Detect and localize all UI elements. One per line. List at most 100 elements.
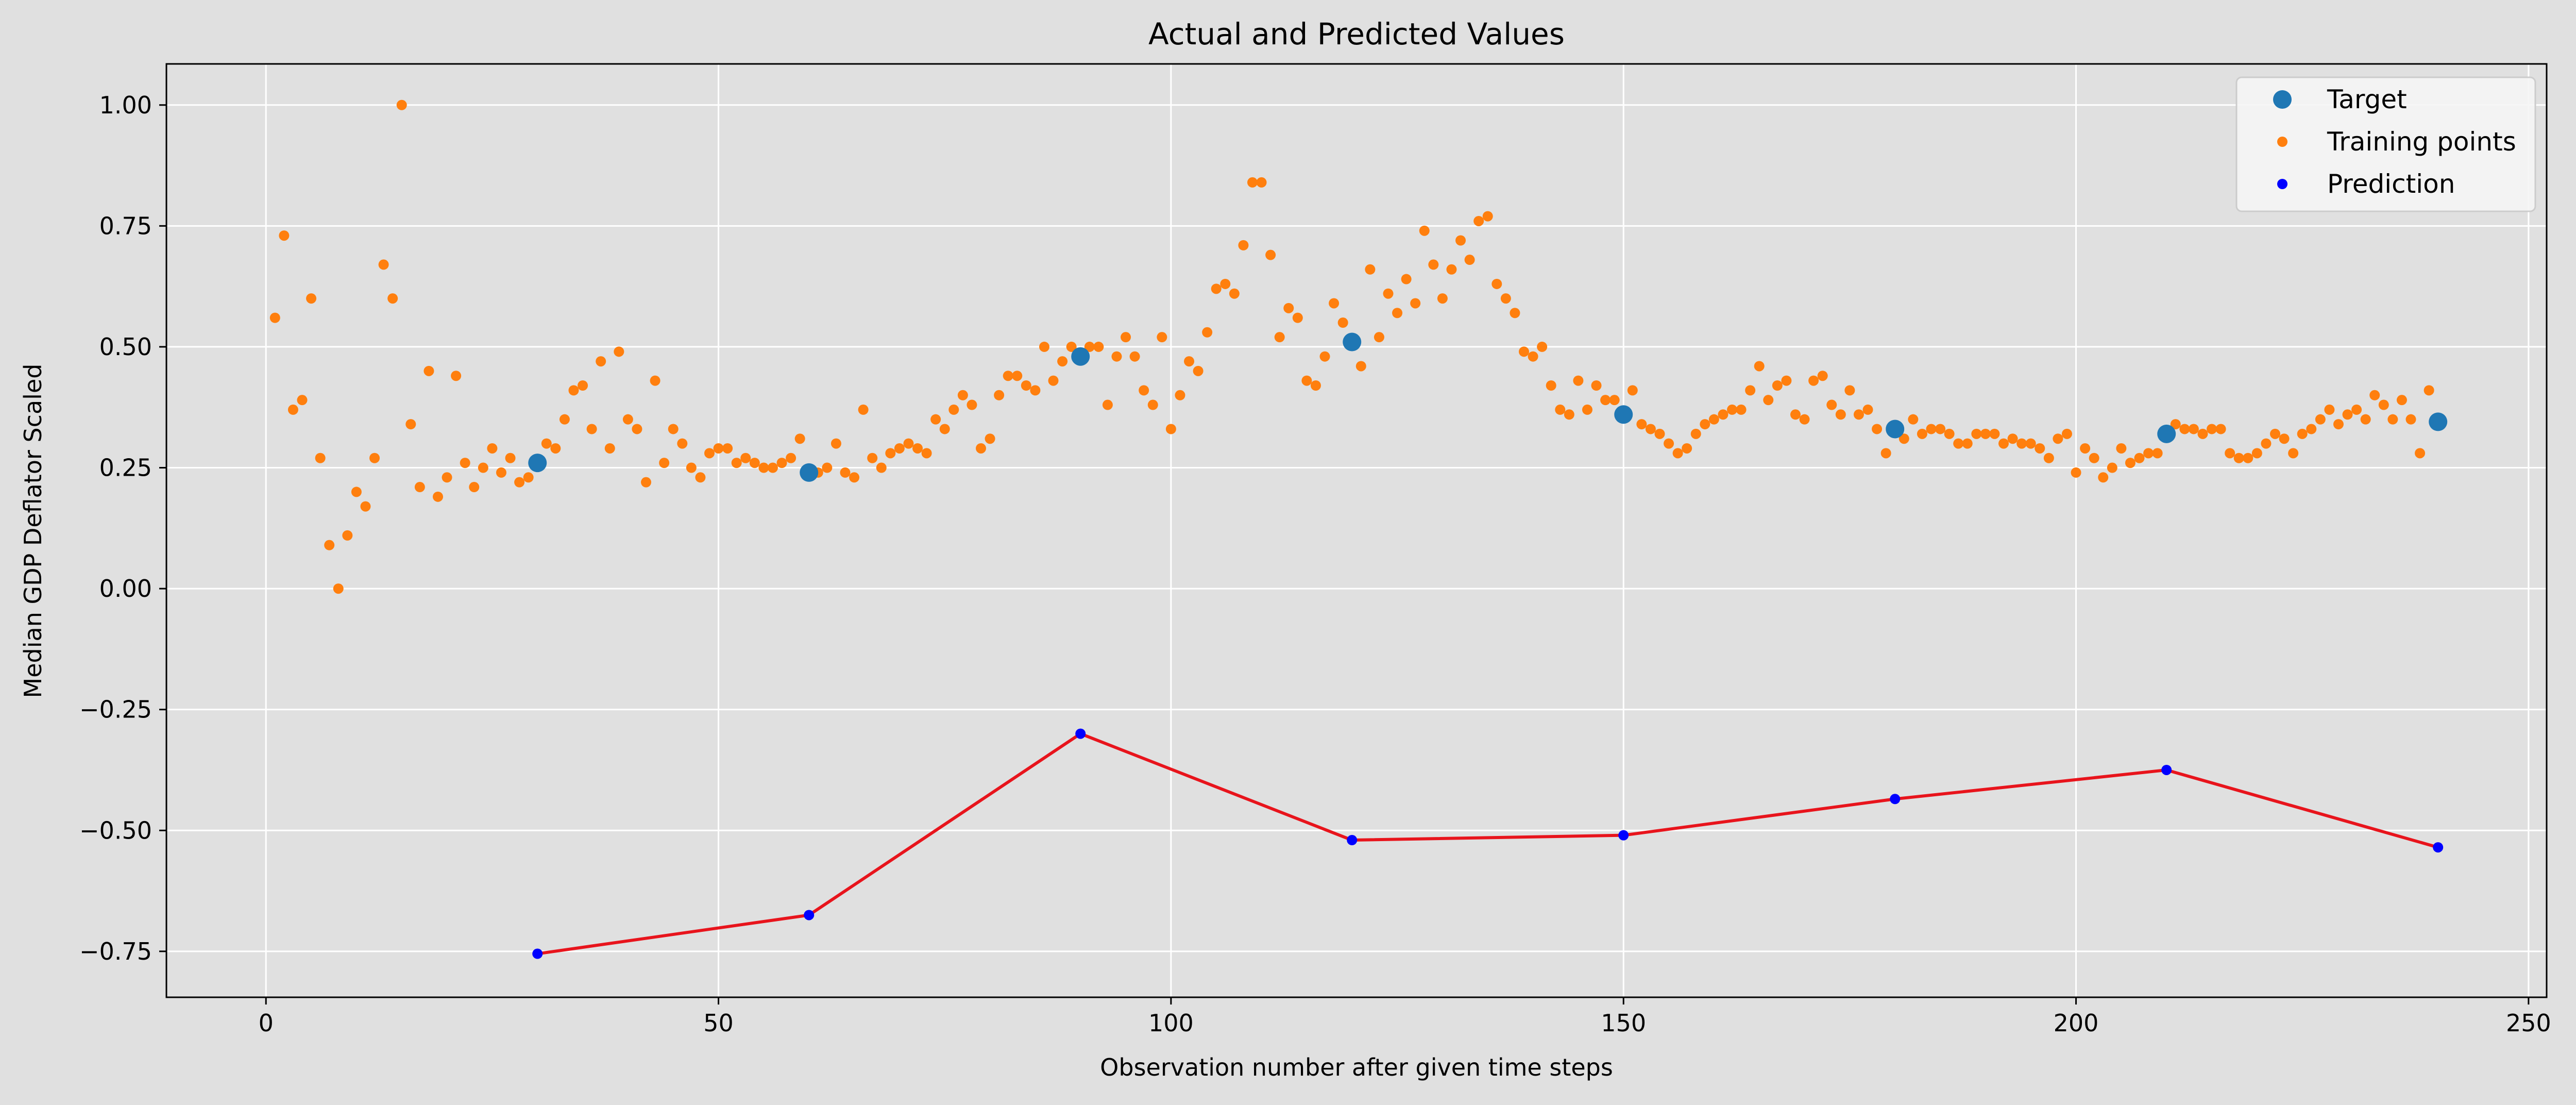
training-point [514,477,525,488]
training-point [2025,438,2036,449]
training-point [451,371,462,381]
training-point [1274,332,1285,343]
training-point [541,438,552,449]
training-point [550,443,561,454]
training-point [1636,419,1647,430]
training-point [1066,341,1077,352]
training-point [2378,399,2389,410]
training-point [1392,308,1403,319]
x-tick-label: 200 [2054,1009,2099,1037]
x-tick-label: 150 [1601,1009,1646,1037]
chart-title: Actual and Predicted Values [1148,16,1565,52]
prediction-point [1890,794,1901,805]
training-point [876,462,887,473]
training-point [686,462,697,473]
training-point [948,404,959,415]
training-point [414,482,425,493]
training-point [1121,332,1131,343]
training-point [505,453,516,463]
training-point [1464,255,1475,265]
training-point [749,458,760,468]
training-point [442,472,452,483]
training-point [432,491,443,502]
legend-training-marker [2277,137,2287,147]
y-tick-label: 1.00 [99,91,152,119]
training-point [2143,448,2154,459]
training-point [578,380,588,391]
training-point [2043,453,2054,463]
training-point [369,453,380,463]
training-point [1337,317,1348,328]
training-point [1247,177,1258,188]
training-point [1708,414,1719,425]
training-point [1383,288,1394,299]
training-point [2297,428,2308,439]
training-point [1781,375,1792,386]
training-point [1835,409,1846,420]
training-point [1627,385,1638,396]
training-point [740,453,751,463]
training-point [1980,428,1991,439]
training-point [2333,419,2344,430]
training-point [1473,215,1484,226]
y-tick-label: 0.50 [99,333,152,361]
training-point [885,448,896,459]
training-point [1962,438,1973,449]
training-point [2324,404,2335,415]
training-point [1899,433,1909,444]
x-axis-label: Observation number after given time step… [1100,1053,1613,1081]
training-point [1193,365,1204,376]
training-point [1283,303,1294,313]
training-point [1989,428,2000,439]
training-point [1102,399,1113,410]
training-point [496,467,506,478]
training-point [1718,409,1728,420]
training-point [1844,385,1855,396]
training-point [423,365,434,376]
training-point [2387,414,2398,425]
y-axis-label: Median GDP Deflator Scaled [19,364,47,698]
training-point [994,390,1005,400]
training-point [1690,428,1701,439]
target-point [528,454,547,473]
training-points-group [269,99,2434,594]
training-point [1265,249,1276,260]
training-point [1057,356,1068,367]
training-point [1202,327,1213,338]
training-point [1700,419,1710,430]
training-point [1736,404,1747,415]
training-point [614,346,624,357]
training-point [1926,424,1937,434]
training-point [2279,433,2290,444]
x-tick-label: 100 [1148,1009,1194,1037]
training-point [776,458,787,468]
training-point [1745,385,1756,396]
training-point [596,356,606,367]
training-point [378,259,389,270]
training-point [2396,395,2407,406]
training-point [1591,380,1602,391]
training-point [1355,361,1366,372]
prediction-line-group [537,732,2439,956]
prediction-point [2433,842,2444,853]
training-point [2288,448,2299,459]
training-point [287,404,298,415]
training-point [1953,438,1964,449]
training-point [1238,240,1249,250]
training-point [1971,428,1982,439]
training-point [2215,424,2226,434]
training-point [1492,278,1502,289]
prediction-point [804,910,815,920]
training-point [2035,443,2045,454]
training-point [1147,399,1158,410]
training-point [2170,419,2181,430]
training-point [1301,375,1312,386]
training-point [1998,438,2009,449]
training-point [985,433,995,444]
training-point [2315,414,2326,425]
y-tick-label: 0.25 [99,454,152,482]
training-point [586,424,597,434]
training-point [722,443,733,454]
target-point [1614,405,1633,424]
training-point [831,438,841,449]
